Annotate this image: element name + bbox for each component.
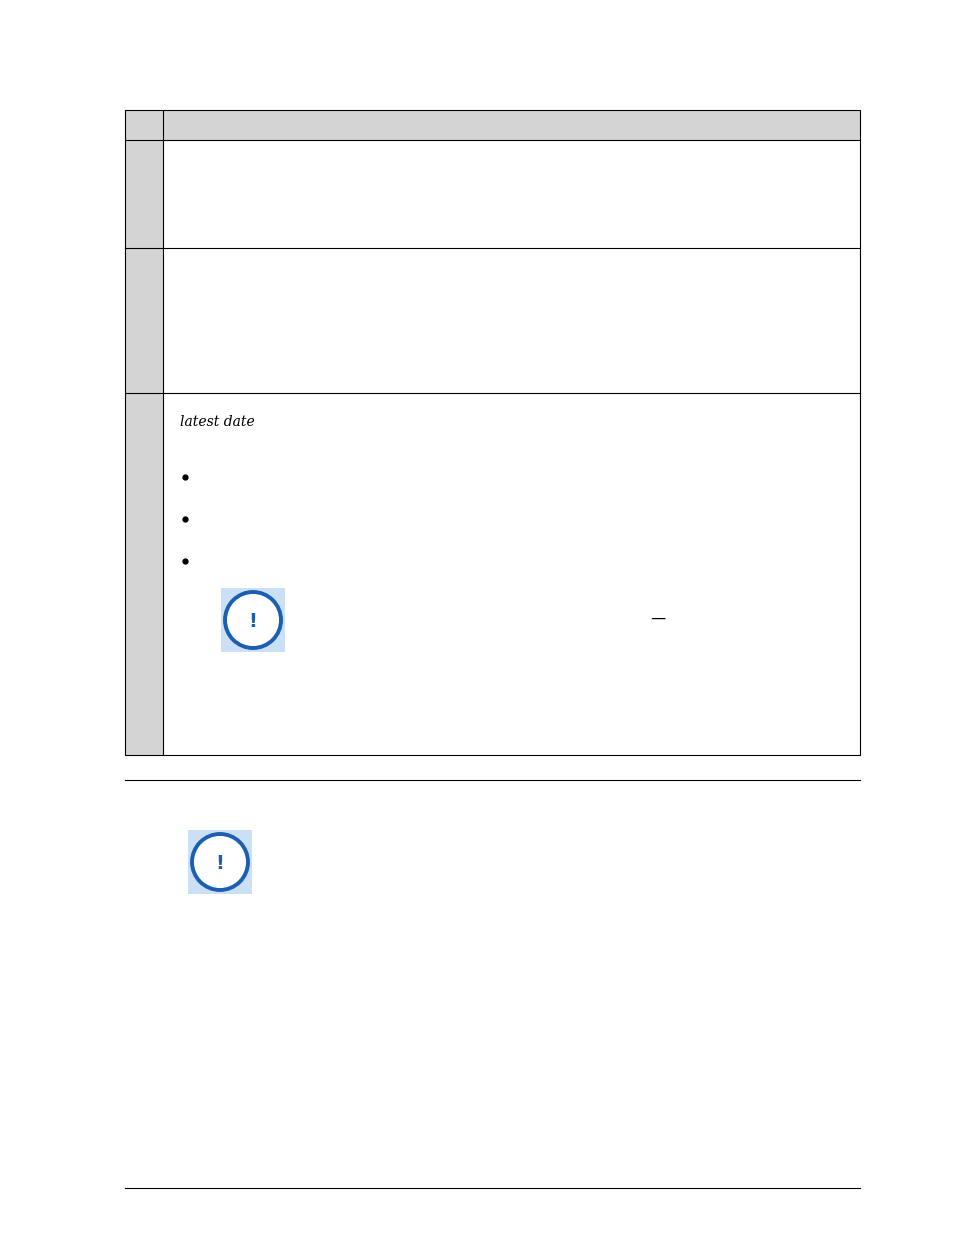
Circle shape [225,592,281,648]
Text: —: — [649,610,664,625]
Bar [220,588,285,652]
Bar [125,140,163,248]
Bar [125,110,859,140]
Bar [125,393,163,755]
Bar [188,830,252,894]
Text: !: ! [215,853,224,873]
Bar [125,248,163,393]
Text: !: ! [249,611,257,631]
Text: latest date: latest date [180,415,254,429]
Bar [125,110,859,755]
Circle shape [192,834,248,890]
